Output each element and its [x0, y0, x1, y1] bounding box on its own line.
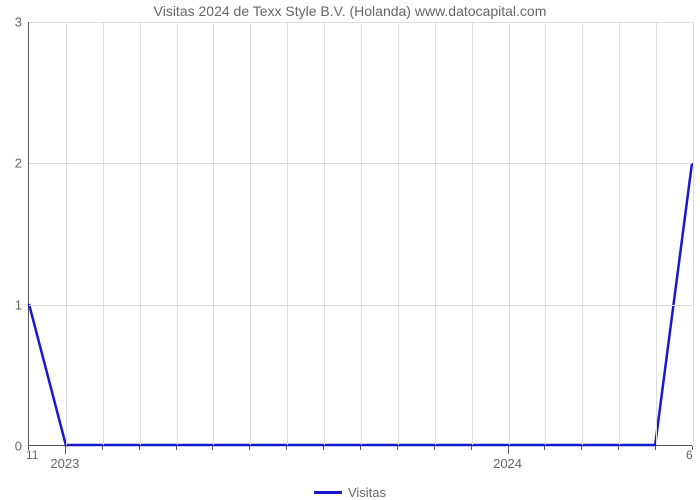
legend-swatch — [314, 491, 342, 494]
gridline-v — [619, 22, 620, 445]
chart-container: Visitas 2024 de Texx Style B.V. (Holanda… — [0, 0, 700, 500]
gridline-v — [693, 22, 694, 445]
x-tick-label: 2023 — [50, 456, 79, 471]
chart-title: Visitas 2024 de Texx Style B.V. (Holanda… — [0, 3, 700, 19]
gridline-v — [103, 22, 104, 445]
gridline-v — [324, 22, 325, 445]
gridline-v — [66, 22, 67, 445]
x-start-label: 11 — [26, 448, 38, 462]
x-tick-label: 2024 — [493, 456, 522, 471]
x-tick-minor — [212, 446, 213, 450]
x-end-label: 6 — [686, 448, 693, 462]
x-tick-minor — [139, 446, 140, 450]
gridline-v — [472, 22, 473, 445]
gridline-v — [287, 22, 288, 445]
x-tick-minor — [471, 446, 472, 450]
gridline-v — [361, 22, 362, 445]
x-tick-major — [65, 446, 66, 454]
gridline-v — [509, 22, 510, 445]
gridline-v — [398, 22, 399, 445]
gridline-v — [656, 22, 657, 445]
x-tick-minor — [544, 446, 545, 450]
x-tick-minor — [434, 446, 435, 450]
x-tick-minor — [581, 446, 582, 450]
y-tick-label: 0 — [8, 439, 22, 454]
gridline-v — [582, 22, 583, 445]
legend-label: Visitas — [348, 485, 386, 500]
y-tick-label: 2 — [8, 156, 22, 171]
x-tick-minor — [286, 446, 287, 450]
y-tick-label: 3 — [8, 15, 22, 30]
gridline-v — [250, 22, 251, 445]
x-tick-minor — [692, 446, 693, 450]
x-tick-major — [508, 446, 509, 454]
x-tick-minor — [323, 446, 324, 450]
gridline-v — [545, 22, 546, 445]
gridline-v — [435, 22, 436, 445]
gridline-v — [140, 22, 141, 445]
gridline-v — [213, 22, 214, 445]
plot-area — [28, 22, 692, 446]
x-tick-minor — [249, 446, 250, 450]
legend: Visitas — [0, 484, 700, 500]
x-tick-minor — [102, 446, 103, 450]
x-tick-minor — [397, 446, 398, 450]
x-tick-minor — [28, 446, 29, 450]
x-tick-minor — [618, 446, 619, 450]
gridline-v — [177, 22, 178, 445]
y-tick-label: 1 — [8, 297, 22, 312]
x-tick-minor — [360, 446, 361, 450]
x-tick-minor — [655, 446, 656, 450]
x-tick-minor — [176, 446, 177, 450]
